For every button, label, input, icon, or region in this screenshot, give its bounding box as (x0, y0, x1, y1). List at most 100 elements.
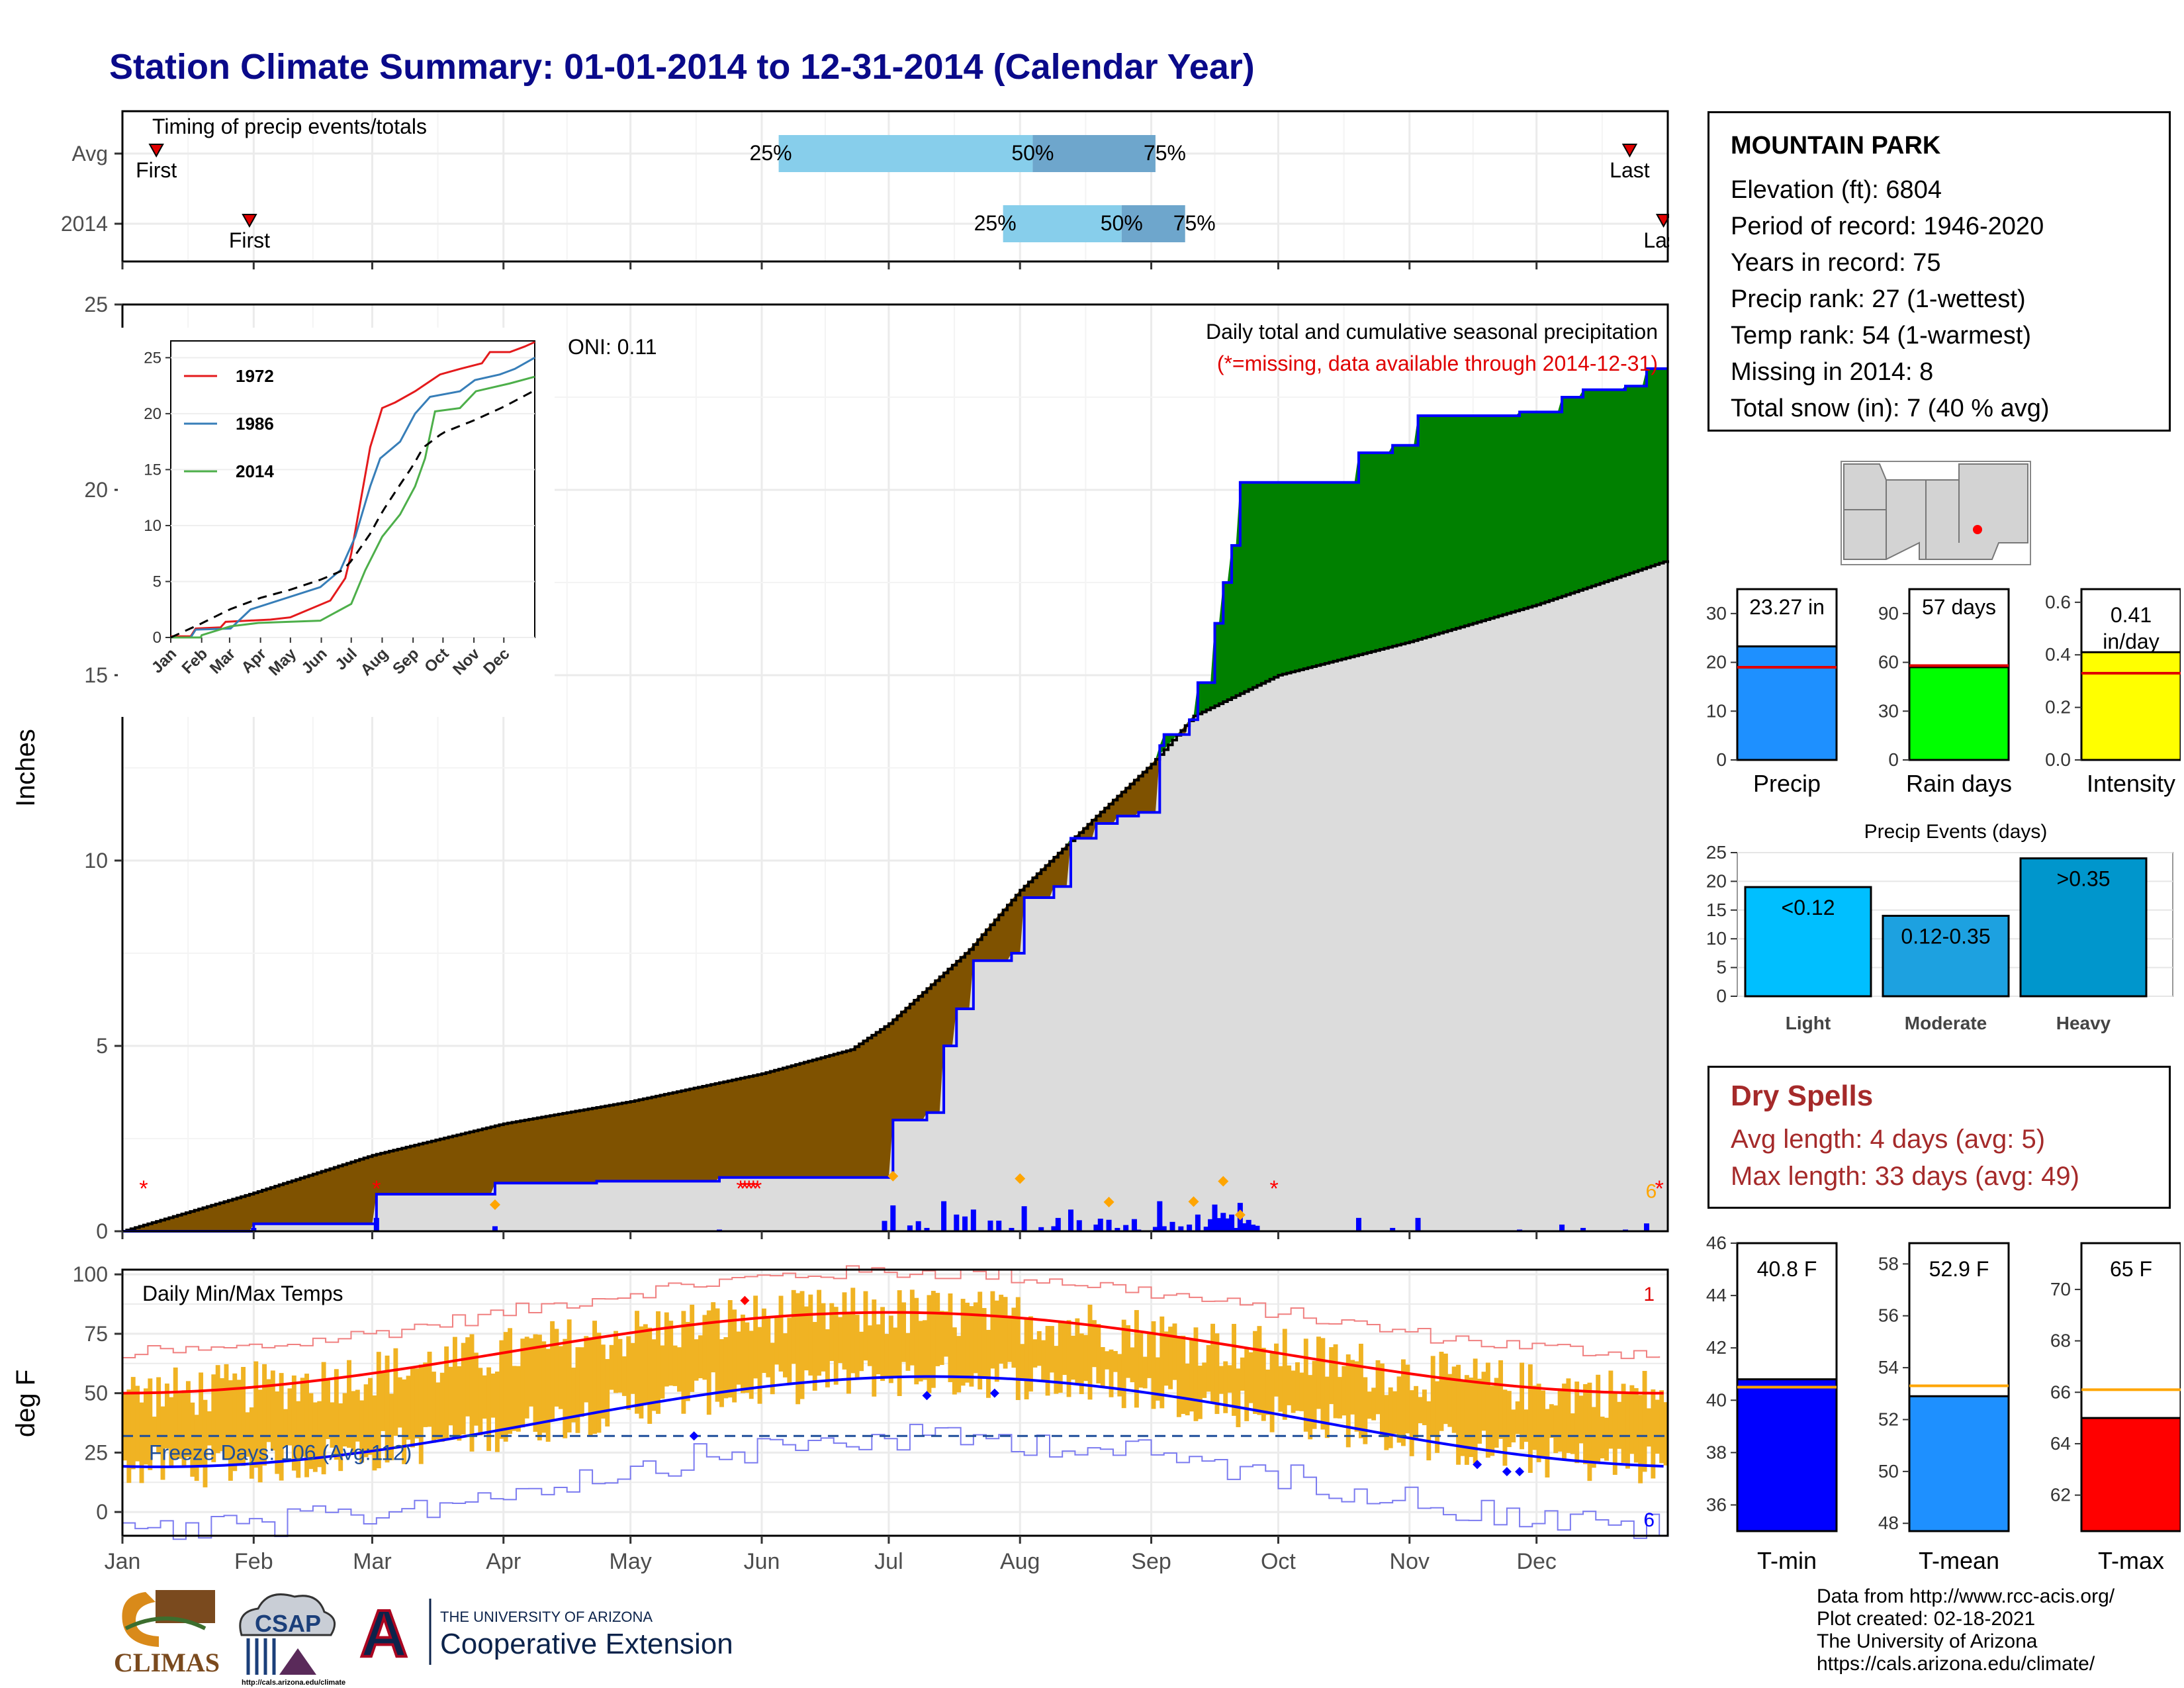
summary-y-tick: 20 (1706, 652, 1727, 673)
y-tick-label: 15 (84, 663, 108, 687)
summary-y-tick: 90 (1878, 603, 1899, 624)
inset-average-line (170, 389, 535, 639)
daily-temp-bar (287, 1388, 293, 1446)
daily-temp-bar (1633, 1388, 1639, 1463)
daily-temp-bar (550, 1321, 555, 1421)
daily-temp-bar (143, 1388, 148, 1465)
average-max-line (122, 1311, 1664, 1395)
daily-temp-bar (228, 1380, 233, 1481)
temp-summary-bar (1908, 1395, 2010, 1532)
y-tick-label: 0 (96, 1500, 108, 1524)
daily-temp-bar (1464, 1375, 1469, 1465)
station-period: Period of record: 1946-2020 (1731, 212, 2044, 240)
daily-temp-bar (1506, 1391, 1512, 1448)
daily-temp-bar (563, 1338, 568, 1438)
summary-bar (1736, 645, 1838, 761)
daily-temp-bar (1481, 1372, 1486, 1431)
daily-temp-bar (206, 1411, 212, 1446)
credit-line: The University of Arizona (1817, 1630, 2038, 1652)
daily-temp-bar (262, 1364, 267, 1466)
daily-temp-bar (1608, 1370, 1614, 1449)
daily-temp-bar (1414, 1385, 1419, 1438)
daily-temp-bar (567, 1319, 572, 1432)
daily-temp-bar (1379, 1363, 1385, 1438)
month-label: May (610, 1549, 652, 1574)
daily-temp-bar (541, 1341, 547, 1433)
daily-temp-bar (719, 1339, 724, 1407)
y-tick-label: 50 (84, 1382, 108, 1405)
temp-summary-label: T-mean (1919, 1547, 1999, 1574)
daily-temp-bar (1405, 1364, 1410, 1434)
y-tick-label: 100 (73, 1262, 108, 1286)
record-marker (1502, 1467, 1512, 1477)
daily-temp-bar (1291, 1370, 1296, 1413)
daily-temp-bar (1409, 1390, 1414, 1456)
daily-temp-bar (1418, 1397, 1423, 1423)
dry-spells-avg: Avg length: 4 days (avg: 5) (1731, 1125, 2046, 1154)
temp-summary-y-tick: 58 (1878, 1253, 1899, 1274)
daily-temp-bar (308, 1393, 314, 1470)
daily-temp-bar (732, 1309, 737, 1403)
daily-temp-bar (452, 1336, 457, 1439)
daily-temp-bar (1087, 1305, 1093, 1400)
freeze-days-label: Freeze Days: 106 (Avg:112) (149, 1440, 412, 1464)
summary-bars: 0 10 20 30 23.27 in Precip 0 30 60 90 57 days Rain … (1706, 588, 2181, 797)
daily-temp-bar (1338, 1377, 1342, 1419)
daily-temp-bar (236, 1380, 242, 1465)
daily-temp-bar (224, 1364, 229, 1460)
climas-logo[interactable]: CLIMAS (114, 1590, 220, 1677)
precip-event-bar-label: >0.35 (2057, 867, 2111, 891)
university-of-arizona-logo[interactable]: A THE UNIVERSITY OF ARIZONA Cooperative … (359, 1595, 733, 1672)
month-label: Oct (1261, 1549, 1296, 1574)
daily-temp-bar (1079, 1333, 1084, 1395)
daily-precip-bar (915, 1221, 921, 1231)
daily-temp-bar (1223, 1361, 1228, 1413)
daily-temp-bar (872, 1299, 877, 1397)
daily-temp-bar (270, 1370, 275, 1451)
missing-marker: * (372, 1176, 381, 1201)
timing-p75-label: 75% (1173, 211, 1216, 235)
summary-y-tick: 10 (1706, 700, 1727, 721)
daily-temp-bar (173, 1367, 178, 1460)
location-map (1841, 461, 2031, 565)
daily-temp-bar (1612, 1393, 1617, 1476)
inset-y-tick-label: 15 (144, 461, 161, 479)
month-label: Jan (105, 1549, 141, 1574)
daily-temp-bar (876, 1324, 881, 1375)
daily-temp-bar (766, 1317, 771, 1378)
daily-temp-bar (981, 1307, 987, 1379)
right-count-label: 6 (1646, 1181, 1657, 1203)
daily-temp-bar (888, 1315, 893, 1383)
daily-temp-bar (402, 1379, 407, 1464)
daily-precip-bar (1220, 1213, 1226, 1231)
ua-mark: A (360, 1597, 408, 1671)
daily-temp-bar (749, 1331, 754, 1399)
page-title: Station Climate Summary: 01-01-2014 to 1… (109, 47, 1255, 87)
daily-temp-bar (1435, 1381, 1440, 1453)
inset-y-tick-label: 20 (144, 405, 161, 423)
daily-temp-bar (1024, 1319, 1029, 1399)
daily-temp-bar (973, 1302, 978, 1374)
daily-temp-bar (909, 1289, 915, 1366)
daily-temp-bar (1451, 1366, 1457, 1433)
daily-temp-bar (1396, 1376, 1402, 1443)
daily-temp-bar (850, 1288, 856, 1374)
daily-temp-bar (326, 1380, 330, 1440)
csap-logo[interactable]: CSAP http://cals.arizona.edu/climate (239, 1593, 345, 1687)
daily-temp-bar (1232, 1323, 1236, 1416)
daily-temp-bar (300, 1378, 305, 1457)
daily-temp-bar (1062, 1321, 1068, 1376)
daily-temp-bar (1502, 1389, 1508, 1466)
record-high-count: 1 (1643, 1284, 1655, 1305)
daily-temp-bar (1197, 1366, 1203, 1419)
daily-temp-bar (296, 1401, 301, 1478)
daily-temp-bar (1642, 1370, 1647, 1472)
daily-temp-bar (1282, 1329, 1287, 1420)
daily-temp-bar (1083, 1335, 1089, 1382)
daily-temp-bar (935, 1293, 940, 1366)
daily-temp-bar (715, 1308, 720, 1402)
daily-temp-bar (656, 1311, 660, 1414)
summary-y-tick: 0.4 (2045, 644, 2071, 665)
daily-temp-bar (859, 1331, 864, 1372)
daily-temp-bar (1591, 1407, 1596, 1468)
